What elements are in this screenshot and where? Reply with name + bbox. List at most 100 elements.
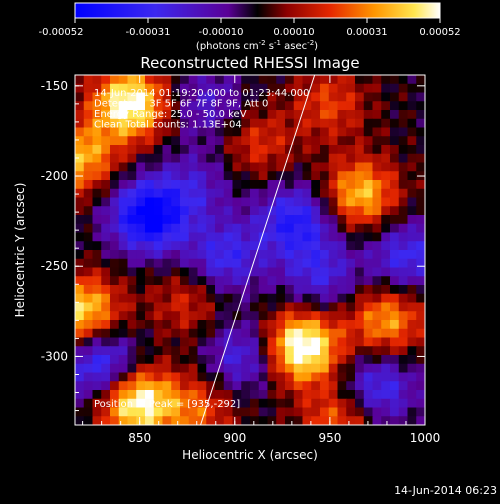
heatmap-cell xyxy=(197,145,207,155)
heatmap-cell xyxy=(320,372,330,382)
heatmap-cell xyxy=(355,223,365,234)
heatmap-cell xyxy=(101,197,111,207)
heatmap-cell xyxy=(241,407,251,417)
heatmap-cell xyxy=(127,381,137,391)
heatmap-cell xyxy=(416,276,425,286)
heatmap-cell xyxy=(188,118,199,129)
heatmap-cell xyxy=(285,171,295,181)
heatmap-cell xyxy=(416,180,425,190)
heatmap-cell xyxy=(162,337,172,347)
heatmap-cell xyxy=(232,267,242,277)
heatmap-cell xyxy=(223,363,234,374)
heatmap-cell xyxy=(407,101,417,111)
heatmap-cell xyxy=(398,311,409,321)
heatmap-cell xyxy=(320,215,330,225)
heatmap-cell xyxy=(363,241,374,251)
heatmap-cell xyxy=(206,153,216,164)
heatmap-cell xyxy=(215,92,225,102)
heatmap-cell xyxy=(188,416,199,425)
heatmap-cell xyxy=(293,302,304,312)
heatmap-cell xyxy=(346,232,356,242)
heatmap-cell xyxy=(162,293,172,304)
heatmap-cell xyxy=(381,293,391,304)
heatmap-cell xyxy=(311,276,321,286)
heatmap-cell xyxy=(328,118,339,129)
heatmap-cell xyxy=(346,162,356,172)
heatmap-cell xyxy=(258,355,269,365)
heatmap-cell xyxy=(83,101,94,111)
annotation-line: Energy Range: 25.0 - 50.0 keV xyxy=(94,109,247,120)
heatmap-cell xyxy=(101,145,111,155)
heatmap-cell xyxy=(407,136,417,146)
heatmap-cell xyxy=(110,162,120,172)
heatmap-cell xyxy=(232,153,242,164)
heatmap-cell xyxy=(197,250,207,260)
heatmap-cell xyxy=(101,215,111,225)
heatmap-cell xyxy=(320,328,330,339)
heatmap-cell xyxy=(188,328,199,339)
heatmap-cell xyxy=(258,171,269,181)
heatmap-cell xyxy=(372,136,382,146)
heatmap-cell xyxy=(258,153,269,164)
heatmap-cell xyxy=(355,390,365,400)
heatmap-cell xyxy=(241,206,251,216)
heatmap-cell xyxy=(346,110,356,120)
heatmap-cell xyxy=(215,311,225,321)
heatmap-cell xyxy=(162,223,172,234)
heatmap-cell xyxy=(75,83,85,94)
heatmap-cell xyxy=(75,276,85,286)
heatmap-cell xyxy=(153,258,164,269)
heatmap-cell xyxy=(180,390,190,400)
heatmap-cell xyxy=(311,293,321,304)
heatmap-cell xyxy=(398,267,409,277)
heatmap-cell xyxy=(320,118,330,129)
heatmap-cell xyxy=(250,416,260,425)
heatmap-cell xyxy=(206,346,216,356)
heatmap-cell xyxy=(311,223,321,234)
heatmap-cell xyxy=(407,83,417,94)
heatmap-cell xyxy=(127,153,137,164)
heatmap-cell xyxy=(232,223,242,234)
heatmap-cell xyxy=(407,372,417,382)
heatmap-cell xyxy=(355,171,365,181)
heatmap-cell xyxy=(285,75,295,85)
heatmap-cell xyxy=(337,398,347,409)
heatmap-cell xyxy=(293,171,304,181)
heatmap-cell xyxy=(127,311,137,321)
heatmap-cell xyxy=(416,232,425,242)
heatmap-cell xyxy=(390,206,400,216)
heatmap-cell xyxy=(416,390,425,400)
heatmap-cell xyxy=(276,110,286,120)
heatmap-cell xyxy=(355,276,365,286)
heatmap-cell xyxy=(328,241,339,251)
heatmap-cell xyxy=(258,110,269,120)
heatmap-cell xyxy=(328,250,339,260)
heatmap-cell xyxy=(127,346,137,356)
heatmap-cell xyxy=(145,145,155,155)
heatmap-cell xyxy=(206,118,216,129)
heatmap-cell xyxy=(136,276,146,286)
heatmap-cell xyxy=(197,162,207,172)
heatmap-cell xyxy=(145,118,155,129)
heatmap-cell xyxy=(285,293,295,304)
heatmap-cell xyxy=(223,381,234,391)
heatmap-cell xyxy=(250,215,260,225)
heatmap-cell xyxy=(241,180,251,190)
heatmap-cell xyxy=(293,188,304,199)
heatmap-cell xyxy=(110,328,120,339)
heatmap-cell xyxy=(258,188,269,199)
heatmap-cell xyxy=(153,285,164,295)
heatmap-cell xyxy=(372,241,382,251)
heatmap-cell xyxy=(328,188,339,199)
heatmap-cell xyxy=(136,241,146,251)
heatmap-cell xyxy=(320,302,330,312)
heatmap-cell xyxy=(346,223,356,234)
heatmap-cell xyxy=(206,311,216,321)
heatmap-cell xyxy=(276,215,286,225)
heatmap-cell xyxy=(285,285,295,295)
heatmap-cell xyxy=(346,83,356,94)
heatmap-cell xyxy=(381,363,391,374)
heatmap-cell xyxy=(250,320,260,330)
heatmap-cell xyxy=(302,197,312,207)
heatmap-cell xyxy=(162,276,172,286)
